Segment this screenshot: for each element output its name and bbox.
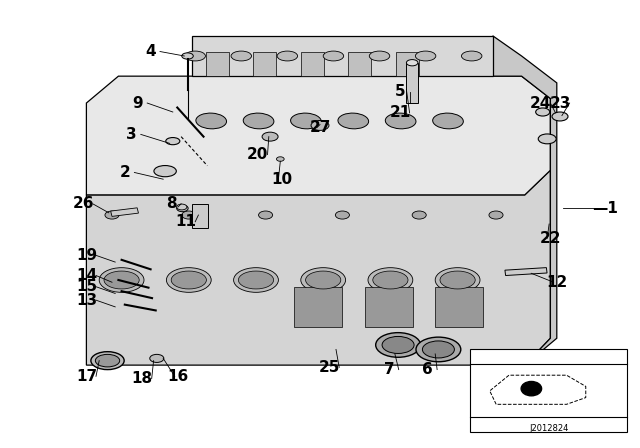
Ellipse shape (196, 113, 227, 129)
Ellipse shape (95, 354, 120, 367)
Ellipse shape (277, 51, 298, 61)
Ellipse shape (150, 354, 164, 362)
Polygon shape (86, 76, 550, 195)
Text: 12: 12 (546, 275, 568, 290)
Ellipse shape (259, 211, 273, 219)
Ellipse shape (369, 51, 390, 61)
Ellipse shape (372, 271, 408, 289)
Ellipse shape (91, 352, 124, 370)
Bar (253, 52, 276, 76)
Text: J2012824: J2012824 (529, 424, 568, 433)
Text: 25: 25 (319, 360, 340, 375)
Text: 11: 11 (175, 214, 196, 229)
Ellipse shape (239, 271, 274, 289)
Ellipse shape (104, 271, 140, 289)
Bar (111, 208, 138, 216)
Ellipse shape (368, 268, 413, 293)
Ellipse shape (306, 271, 341, 289)
Text: 15: 15 (76, 279, 97, 294)
Polygon shape (192, 36, 493, 76)
Text: 9: 9 (132, 95, 143, 111)
Ellipse shape (422, 341, 454, 358)
Ellipse shape (166, 268, 211, 293)
Bar (348, 52, 371, 76)
Ellipse shape (105, 211, 119, 219)
Text: 26: 26 (72, 196, 94, 211)
Polygon shape (86, 170, 550, 365)
Ellipse shape (435, 268, 480, 293)
Ellipse shape (552, 112, 568, 121)
Text: 21: 21 (389, 105, 411, 121)
Circle shape (521, 382, 541, 396)
Bar (406, 63, 418, 103)
Ellipse shape (177, 205, 188, 212)
Ellipse shape (538, 134, 556, 144)
Text: 2: 2 (120, 165, 130, 180)
Text: 6: 6 (422, 362, 433, 377)
Ellipse shape (412, 211, 426, 219)
Text: 13: 13 (76, 293, 97, 308)
Bar (470, 349, 627, 432)
Text: 23: 23 (549, 95, 571, 111)
Text: 10: 10 (271, 172, 292, 187)
Ellipse shape (276, 157, 284, 161)
Ellipse shape (301, 268, 346, 293)
Ellipse shape (166, 138, 180, 145)
Ellipse shape (323, 51, 344, 61)
Bar (206, 52, 229, 76)
Text: 5: 5 (395, 84, 405, 99)
Ellipse shape (385, 113, 416, 129)
Text: 8: 8 (166, 196, 177, 211)
Bar (396, 52, 419, 76)
Ellipse shape (433, 113, 463, 129)
Text: 17: 17 (76, 369, 97, 384)
Ellipse shape (243, 113, 274, 129)
Ellipse shape (182, 53, 193, 59)
Polygon shape (493, 36, 557, 365)
Ellipse shape (291, 113, 321, 129)
Ellipse shape (338, 113, 369, 129)
Ellipse shape (536, 108, 550, 116)
Ellipse shape (382, 336, 414, 353)
Text: 22: 22 (540, 231, 561, 246)
Polygon shape (490, 375, 586, 404)
Text: 16: 16 (167, 369, 189, 384)
Ellipse shape (234, 268, 278, 293)
Text: 7: 7 (384, 362, 394, 377)
Ellipse shape (262, 132, 278, 141)
Ellipse shape (182, 211, 196, 219)
Ellipse shape (376, 332, 420, 358)
Bar (301, 52, 324, 76)
Text: 27: 27 (309, 120, 331, 135)
Text: 4: 4 (145, 44, 156, 59)
Ellipse shape (311, 121, 329, 130)
Ellipse shape (335, 211, 349, 219)
Bar (365, 287, 413, 327)
Ellipse shape (154, 166, 177, 177)
Ellipse shape (440, 271, 476, 289)
Bar (294, 287, 342, 327)
Text: 18: 18 (131, 371, 153, 386)
Ellipse shape (172, 271, 206, 289)
Ellipse shape (185, 51, 205, 61)
Text: 24: 24 (530, 95, 552, 111)
Ellipse shape (489, 211, 503, 219)
Text: 20: 20 (247, 147, 269, 162)
Text: 14: 14 (76, 268, 97, 283)
Bar (192, 204, 208, 228)
Text: 19: 19 (76, 248, 97, 263)
Bar (505, 267, 547, 276)
Ellipse shape (231, 51, 252, 61)
Ellipse shape (177, 204, 187, 210)
Ellipse shape (415, 51, 436, 61)
Text: 3: 3 (126, 127, 136, 142)
Ellipse shape (99, 268, 144, 293)
Ellipse shape (416, 337, 461, 362)
Ellipse shape (406, 60, 418, 66)
Text: —1: —1 (592, 201, 618, 216)
Ellipse shape (461, 51, 482, 61)
Bar (435, 287, 483, 327)
